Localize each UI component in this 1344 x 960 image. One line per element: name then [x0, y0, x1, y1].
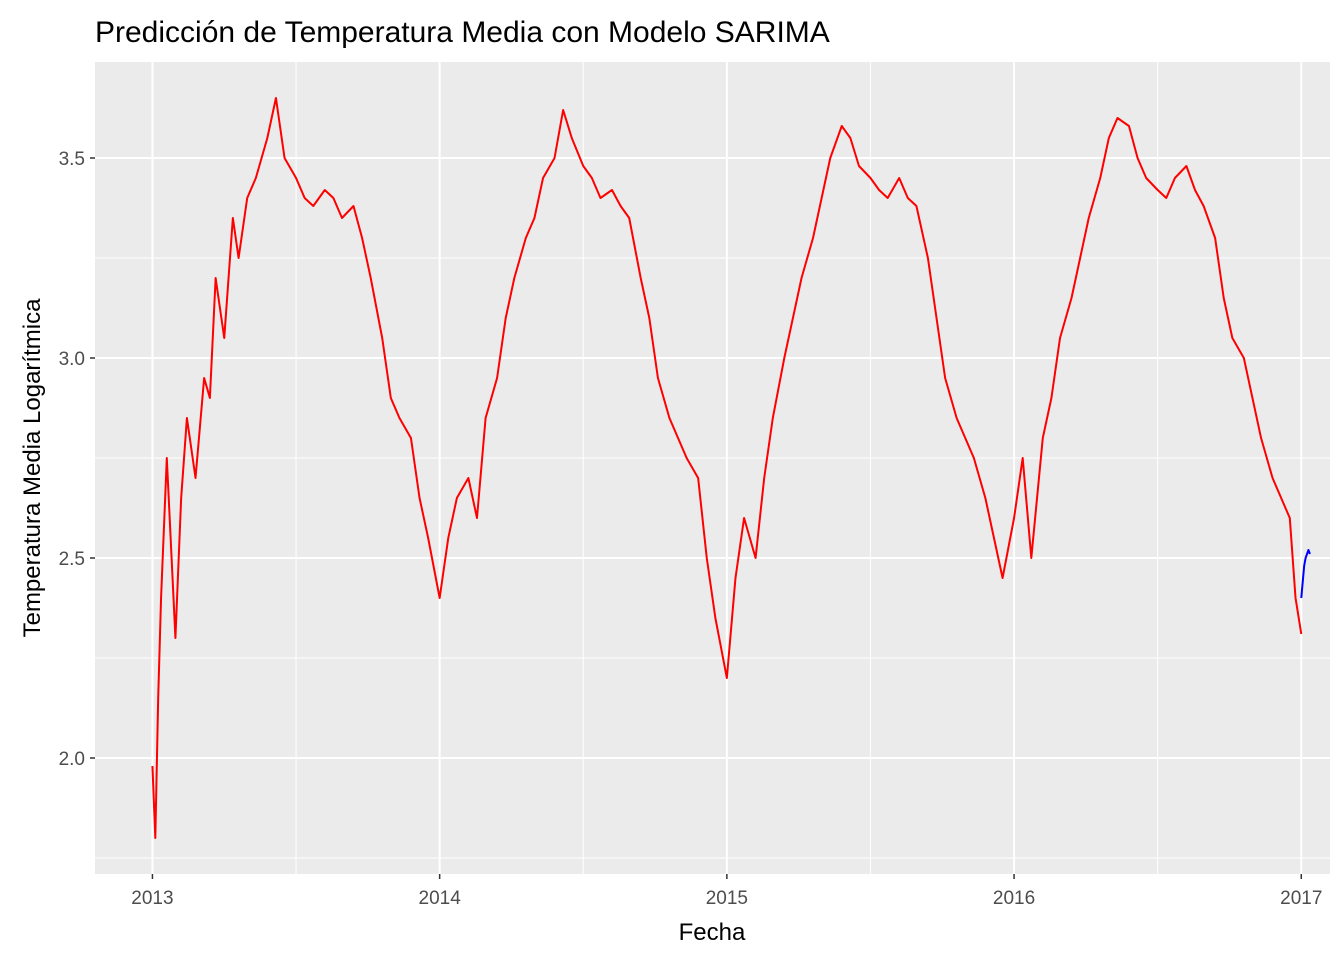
- forecast-series-line: [1300, 549, 1311, 599]
- y-tick-label: 3.0: [59, 349, 85, 370]
- x-tick-label: 2016: [993, 888, 1035, 909]
- x-tick-label: 2014: [419, 888, 462, 909]
- y-tick-label: 3.5: [59, 149, 85, 170]
- y-axis-title: Temperatura Media Logarítmica: [19, 298, 46, 637]
- observed-series-line: [151, 97, 1303, 839]
- y-axis: 2.0 2.5 3.0 3.5: [59, 149, 95, 770]
- series-layer: [151, 97, 1311, 839]
- minor-gridlines: [95, 62, 1330, 874]
- y-tick-label: 2.0: [59, 749, 85, 770]
- major-gridlines: [95, 62, 1330, 874]
- plot-panel: [95, 62, 1330, 874]
- chart-title: Predicción de Temperatura Media con Mode…: [95, 16, 830, 49]
- x-tick-label: 2013: [131, 888, 173, 909]
- y-tick-label: 2.5: [59, 549, 85, 570]
- x-tick-label: 2015: [706, 888, 748, 909]
- x-axis-title: Fecha: [679, 919, 746, 946]
- x-axis: 2013 2014 2015 2016 2017: [131, 874, 1322, 909]
- x-tick-label: 2017: [1280, 888, 1322, 909]
